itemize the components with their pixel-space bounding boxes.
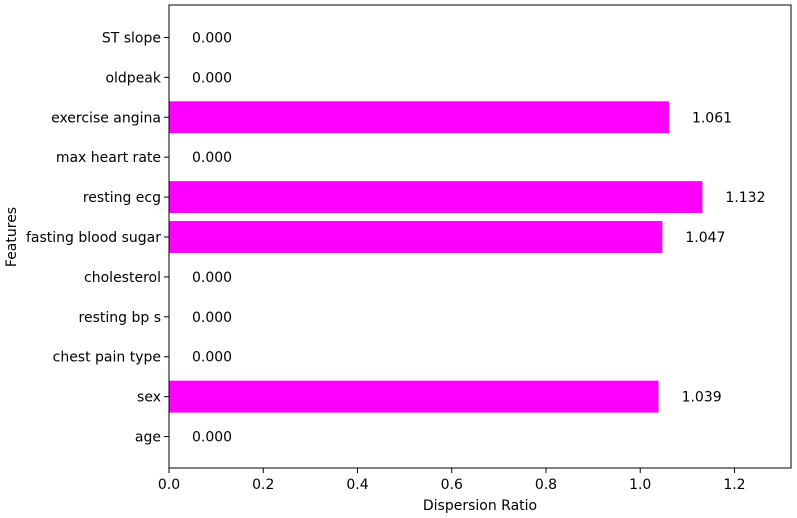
x-axis-title: Dispersion Ratio xyxy=(423,498,537,514)
x-tick-label: 1.2 xyxy=(723,477,745,493)
bar-exercise-angina xyxy=(169,101,669,134)
value-labels-group: 0.000 1.039 0.000 0.000 0.000 1.047 1.132 0.000… xyxy=(192,30,766,445)
y-tick-label-resting-bp-s: resting bp s xyxy=(79,310,161,326)
x-axis-ticks: 0.0 0.2 0.4 0.6 0.8 1.0 1.2 xyxy=(158,468,746,493)
y-tick-label-sex: sex xyxy=(137,390,161,406)
value-label-max-heart-rate: 0.000 xyxy=(192,150,232,166)
y-tick-label-exercise-angina: exercise angina xyxy=(51,110,161,126)
value-label-oldpeak: 0.000 xyxy=(192,70,232,86)
y-tick-label-age: age xyxy=(135,430,161,446)
y-axis-title: Features xyxy=(4,207,20,267)
value-label-chest-pain-type: 0.000 xyxy=(192,350,232,366)
value-label-resting-bp-s: 0.000 xyxy=(192,310,232,326)
value-label-fasting-blood-sugar: 1.047 xyxy=(685,230,725,246)
bar-sex xyxy=(169,380,659,413)
y-tick-label-max-heart-rate: max heart rate xyxy=(56,150,161,166)
x-tick-label: 0.6 xyxy=(441,477,463,493)
value-label-age: 0.000 xyxy=(192,430,232,446)
y-tick-label-st-slope: ST slope xyxy=(102,30,161,46)
bar-resting-ecg xyxy=(169,181,703,214)
y-tick-label-resting-ecg: resting ecg xyxy=(83,190,161,206)
x-tick-label: 0.4 xyxy=(346,477,368,493)
bar-fasting-blood-sugar xyxy=(169,221,663,253)
value-label-cholesterol: 0.000 xyxy=(192,270,232,286)
x-tick-label: 0.2 xyxy=(252,477,274,493)
value-label-st-slope: 0.000 xyxy=(192,30,232,46)
y-axis-ticks: age sex chest pain type resting bp s cholest… xyxy=(26,30,169,446)
x-tick-label: 1.0 xyxy=(629,477,651,493)
y-tick-label-chest-pain-type: chest pain type xyxy=(53,350,161,366)
bars-group xyxy=(169,101,703,413)
value-label-sex: 1.039 xyxy=(682,390,722,406)
y-tick-label-fasting-blood-sugar: fasting blood sugar xyxy=(26,230,161,246)
y-tick-label-cholesterol: cholesterol xyxy=(84,270,161,286)
value-label-resting-ecg: 1.132 xyxy=(725,190,765,206)
x-tick-label: 0.0 xyxy=(158,477,180,493)
x-tick-label: 0.8 xyxy=(535,477,557,493)
y-tick-label-oldpeak: oldpeak xyxy=(105,70,161,86)
value-label-exercise-angina: 1.061 xyxy=(692,110,732,126)
